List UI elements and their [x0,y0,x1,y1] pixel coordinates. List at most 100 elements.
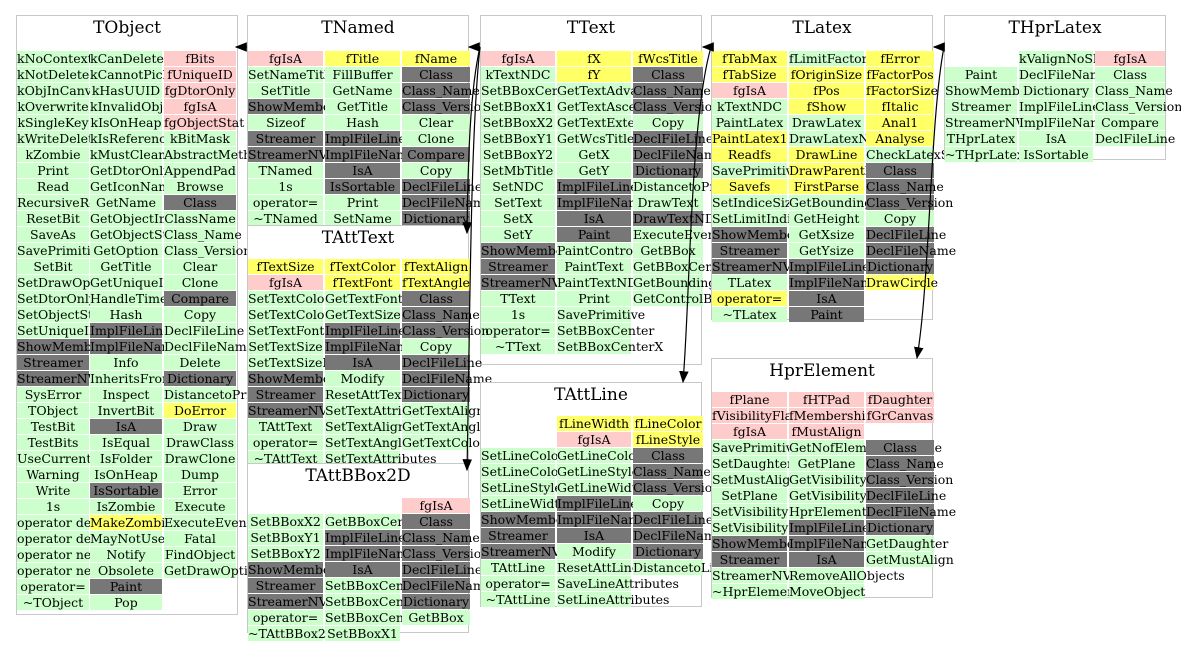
member-cell: GetYsize [789,243,864,258]
member-cell: fgDtorOnly [164,83,236,98]
member-cell: SetVisibility [712,504,789,519]
member-cell: fError [866,51,934,66]
member-cell: Modify [557,544,631,559]
member-cell: fgObjectStat [164,115,245,130]
member-cell: GetUniqueID [90,275,174,290]
member-cell: DrawTextNDC [633,211,725,226]
member-cell: kInvalidObject [90,99,183,114]
member-cell: GetName [325,83,400,98]
member-cell: SetBBoxY1 [248,530,323,545]
member-cell: fTextAlign [402,259,470,274]
member-cell: kZombie [17,147,89,162]
member-cell: fTabMax [712,51,787,66]
member-cell: ResetBit [17,211,89,226]
member-cell: GetDaughter [866,536,949,551]
member-cell: SetLineStyle [481,480,562,495]
member-cell: Dictionary [866,259,934,274]
member-cell: ShowMembers [481,243,576,258]
member-cell: IsSortable [90,483,162,498]
member-cell: operator new [17,547,102,562]
member-cell: Class_Version [866,472,954,487]
member-cell: SetBBoxCenter [481,83,579,98]
member-cell: Analyse [866,131,934,146]
member-cell: DrawLatexNDC [789,131,889,146]
member-cell: Execute [164,499,236,514]
member-cell: SetLimitIndiceSize [712,211,833,226]
member-cell: SetNDC [481,179,555,194]
member-cell: HandleTimer [90,291,174,306]
member-cell: InheritsFrom [90,371,174,386]
member-cell: SetBBoxCenter [557,323,655,338]
member-cell: PaintControlBox [557,243,661,258]
member-cell: RecursiveRemove [17,195,131,210]
member-cell: Class_Name [402,530,480,545]
member-cell: 1s [17,499,89,514]
member-cell: GetBoundingBox [789,195,897,210]
member-cell: Streamer [481,528,555,543]
member-cell: ~TNamed [248,211,323,226]
member-cell: Class_Version [402,546,490,561]
member-cell: SetTextAttributes [325,451,437,466]
member-cell: fDaughter [866,392,934,407]
member-cell: TAttLine [481,560,555,575]
member-cell: Class [866,440,934,455]
member-cell: ClassName [164,211,236,226]
member-cell: ImplFileLine [557,496,638,511]
class-box-hprelement: HprElement fPlane fVisibilityFlag fgIsA Save… [711,358,956,599]
member-cell: fShow [789,99,864,114]
member-cell: Class [402,67,470,82]
member-cell: GetOption [90,243,162,258]
member-cell: TestBit [17,419,89,434]
member-cell: ImplFileLine [789,259,870,274]
class-box-tlatex: TLatex fTabMax fTabSize fgIsA kTextNDC PaintL… [711,15,984,322]
member-cell: SetTextColor [248,291,331,306]
member-cell: operator= [481,323,555,338]
member-cell: fLimitFactorSize [789,51,895,66]
member-cell: kValignNoShift [1019,51,1115,66]
member-cell: ShowMembers [248,371,343,386]
member-cell: DrawCircle [866,275,939,290]
member-cell: SetName [325,211,400,226]
member-cell: Print [557,291,631,306]
member-cell: SetBBoxY2 [481,147,555,162]
member-cell: kTextNDC [481,67,555,82]
member-cell: Error [164,483,236,498]
member-cell: kSingleKey [17,115,89,130]
member-cell: IsEqual [90,435,162,450]
member-cell: SetTextColorAlpha [248,307,367,322]
member-cell: SetBBoxX1 [325,626,400,641]
member-cell: GetHeight [789,211,864,226]
member-cell: Paint [789,307,864,322]
member-cell: DeclFileLine [402,179,483,194]
member-cell: Dictionary [866,520,934,535]
member-cell: kTextNDC [712,99,787,114]
member-cell: DoError [164,403,236,418]
member-cell: Dictionary [402,387,470,402]
member-cell: GetControlBox [633,291,727,306]
member-cell: ~TLatex [712,307,787,322]
member-cell: StreamerNVirtual [248,403,362,418]
member-cell: fMemberships [789,408,880,423]
member-cell: DeclFileName [633,147,724,162]
member-cell: kBitMask [164,131,236,146]
member-cell: ExecuteEvent [164,515,252,530]
member-cell: DistancetoLine [633,560,729,575]
member-cell: DeclFileLine [402,355,483,370]
member-cell: ImplFileLine [557,179,638,194]
member-cell: ShowMembers [945,83,1040,98]
member-cell: SetTitle [248,83,323,98]
member-cell: GetTextAdvance [557,83,661,98]
member-cell: ImplFileLine [1019,99,1100,114]
member-cell: DrawClass [164,435,236,450]
member-cell: DeclFileName [1019,67,1110,82]
member-cell: kObjInCanvas [17,83,106,98]
member-cell: GetIconName [90,179,178,194]
member-cell: SetBBoxX2 [481,115,555,130]
member-cell: SetUniqueID [17,323,99,338]
member-cell: Class_Version [402,99,490,114]
member-cell: GetLineStyle [557,464,640,479]
member-cell: SetTextAlign [325,419,406,434]
member-cell: GetName [90,195,162,210]
member-cell: Copy [402,339,470,354]
member-cell: fLineColor [633,416,703,431]
